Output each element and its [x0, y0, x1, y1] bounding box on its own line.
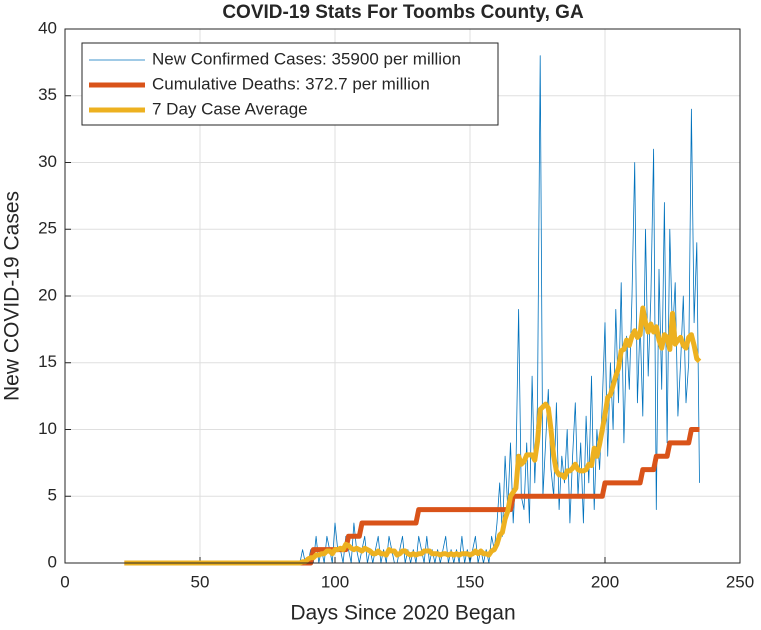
x-tick-label: 50 — [191, 572, 210, 591]
y-tick-label: 25 — [38, 219, 57, 238]
axes-box — [64, 28, 741, 564]
legend-box — [81, 42, 499, 126]
y-tick-label: 40 — [38, 18, 57, 37]
chart-title: COVID-19 Stats For Toombs County, GA — [222, 2, 584, 23]
y-tick-label: 30 — [38, 152, 57, 171]
x-tick-label: 200 — [591, 572, 619, 591]
legend: New Confirmed Cases: 35900 per million Cu… — [81, 42, 499, 126]
y-axis-label: New COVID-19 Cases — [1, 191, 24, 401]
y-tick-label: 20 — [38, 285, 57, 304]
x-axis-label: Days Since 2020 Began — [290, 602, 515, 625]
legend-label: New Confirmed Cases: 35900 per million — [152, 49, 461, 68]
y-tick-label: 15 — [38, 352, 57, 371]
x-tick-label: 0 — [60, 572, 69, 591]
y-tick-label: 35 — [38, 85, 57, 104]
x-tick-label: 150 — [456, 572, 484, 591]
y-tick-label: 10 — [38, 419, 57, 438]
x-tick-label: 250 — [726, 572, 754, 591]
y-tick-label: 5 — [48, 486, 57, 505]
legend-label: Cumulative Deaths: 372.7 per million — [152, 74, 430, 93]
x-tick-label: 100 — [321, 572, 349, 591]
y-tick-label: 0 — [48, 552, 57, 571]
legend-label: 7 Day Case Average — [152, 99, 308, 118]
